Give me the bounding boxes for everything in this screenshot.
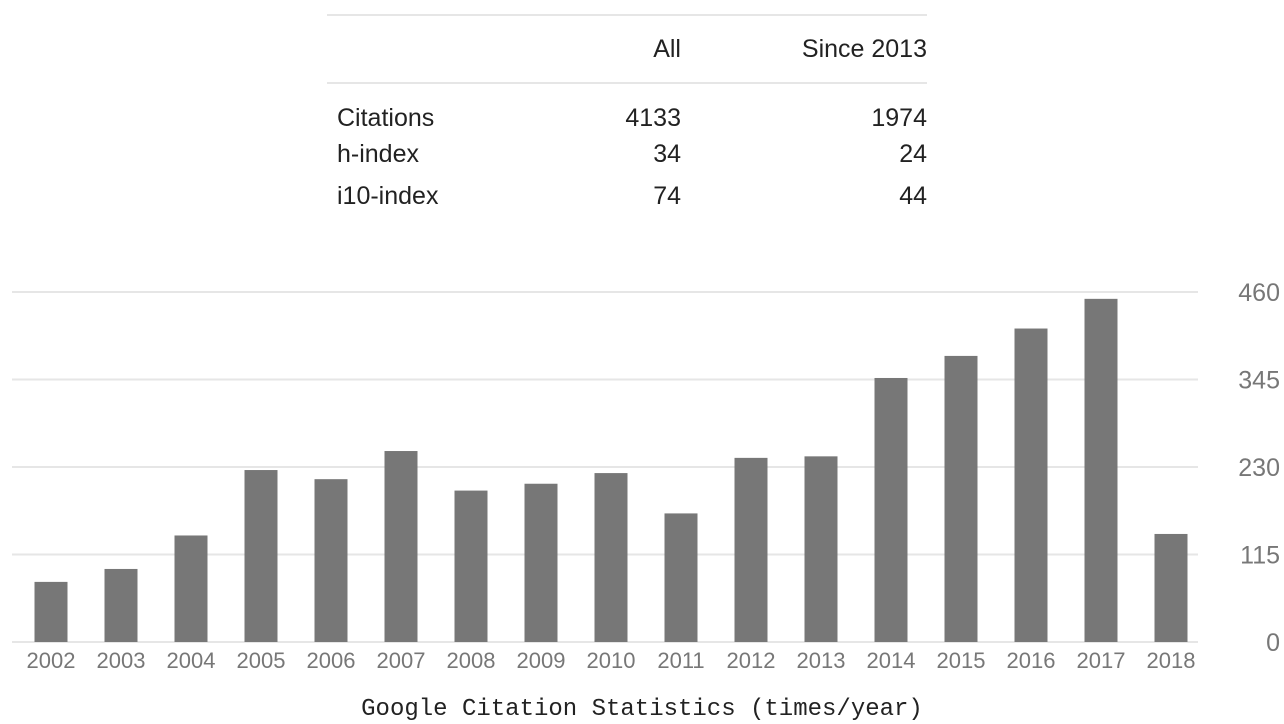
bar-2015[interactable] — [944, 355, 978, 642]
header-since-2013: Since 2013 — [681, 14, 927, 84]
i10-index-since: 44 — [899, 181, 927, 210]
row-label-h-index: h-index — [337, 139, 419, 168]
bar-2005[interactable] — [244, 470, 278, 642]
x-tick-label: 2006 — [307, 648, 356, 673]
h-index-since: 24 — [899, 139, 927, 168]
x-tick-label: 2016 — [1007, 648, 1056, 673]
h-index-all: 34 — [653, 139, 681, 168]
bar-2004[interactable] — [174, 535, 208, 642]
row-label-i10-index: i10-index — [337, 181, 439, 210]
bar-2016[interactable] — [1014, 328, 1048, 642]
x-tick-label: 2012 — [727, 648, 776, 673]
x-tick-label: 2007 — [377, 648, 426, 673]
x-tick-label: 2003 — [97, 648, 146, 673]
bar-2009[interactable] — [524, 483, 558, 642]
table-row: h-index 34 24 — [327, 133, 927, 175]
bar-2008[interactable] — [454, 490, 488, 642]
bar-2017[interactable] — [1084, 298, 1118, 642]
row-label-citations: Citations — [337, 104, 435, 132]
x-tick-label: 2005 — [237, 648, 286, 673]
bar-2018[interactable] — [1154, 533, 1188, 642]
x-tick-label: 2010 — [587, 648, 636, 673]
y-tick-label: 345 — [1238, 367, 1280, 395]
bar-2013[interactable] — [804, 456, 838, 642]
x-tick-label: 2014 — [867, 648, 916, 673]
header-blank — [327, 14, 517, 84]
bar-2002[interactable] — [34, 581, 68, 642]
x-tick-label: 2015 — [937, 648, 986, 673]
table-header-row: All Since 2013 — [327, 14, 927, 84]
x-tick-label: 2018 — [1147, 648, 1196, 673]
y-tick-label: 115 — [1240, 542, 1280, 570]
x-tick-label: 2017 — [1077, 648, 1126, 673]
bar-2012[interactable] — [734, 457, 768, 642]
x-tick-label: 2002 — [27, 648, 76, 673]
bar-2003[interactable] — [104, 568, 138, 642]
citations-since: 1974 — [871, 104, 927, 132]
y-tick-label: 230 — [1238, 454, 1280, 482]
bar-2006[interactable] — [314, 479, 348, 642]
table-row: i10-index 74 44 — [327, 175, 927, 217]
bar-2007[interactable] — [384, 451, 418, 642]
y-tick-label: 0 — [1266, 629, 1280, 657]
citations-bar-chart: 0 115 230 345 460 2002 2003 2004 2005 2006 2007 200… — [12, 279, 1280, 673]
header-all: All — [517, 14, 681, 84]
i10-index-all: 74 — [653, 181, 681, 210]
x-tick-label: 2008 — [447, 648, 496, 673]
bar-2011[interactable] — [664, 513, 698, 642]
citations-all: 4133 — [625, 104, 681, 132]
chart-title: Google Citation Statistics (times/year) — [361, 696, 923, 723]
citation-stats-table: All Since 2013 Citations 4133 1974 h-ind… — [327, 14, 927, 217]
x-tick-label: 2009 — [517, 648, 566, 673]
bar-2014[interactable] — [874, 377, 908, 642]
x-tick-label: 2004 — [167, 648, 216, 673]
x-tick-label: 2011 — [657, 648, 704, 673]
y-tick-label: 460 — [1238, 279, 1280, 307]
bar-2010[interactable] — [594, 473, 628, 642]
x-tick-label: 2013 — [797, 648, 846, 673]
table-row: Citations 4133 1974 — [327, 83, 927, 133]
